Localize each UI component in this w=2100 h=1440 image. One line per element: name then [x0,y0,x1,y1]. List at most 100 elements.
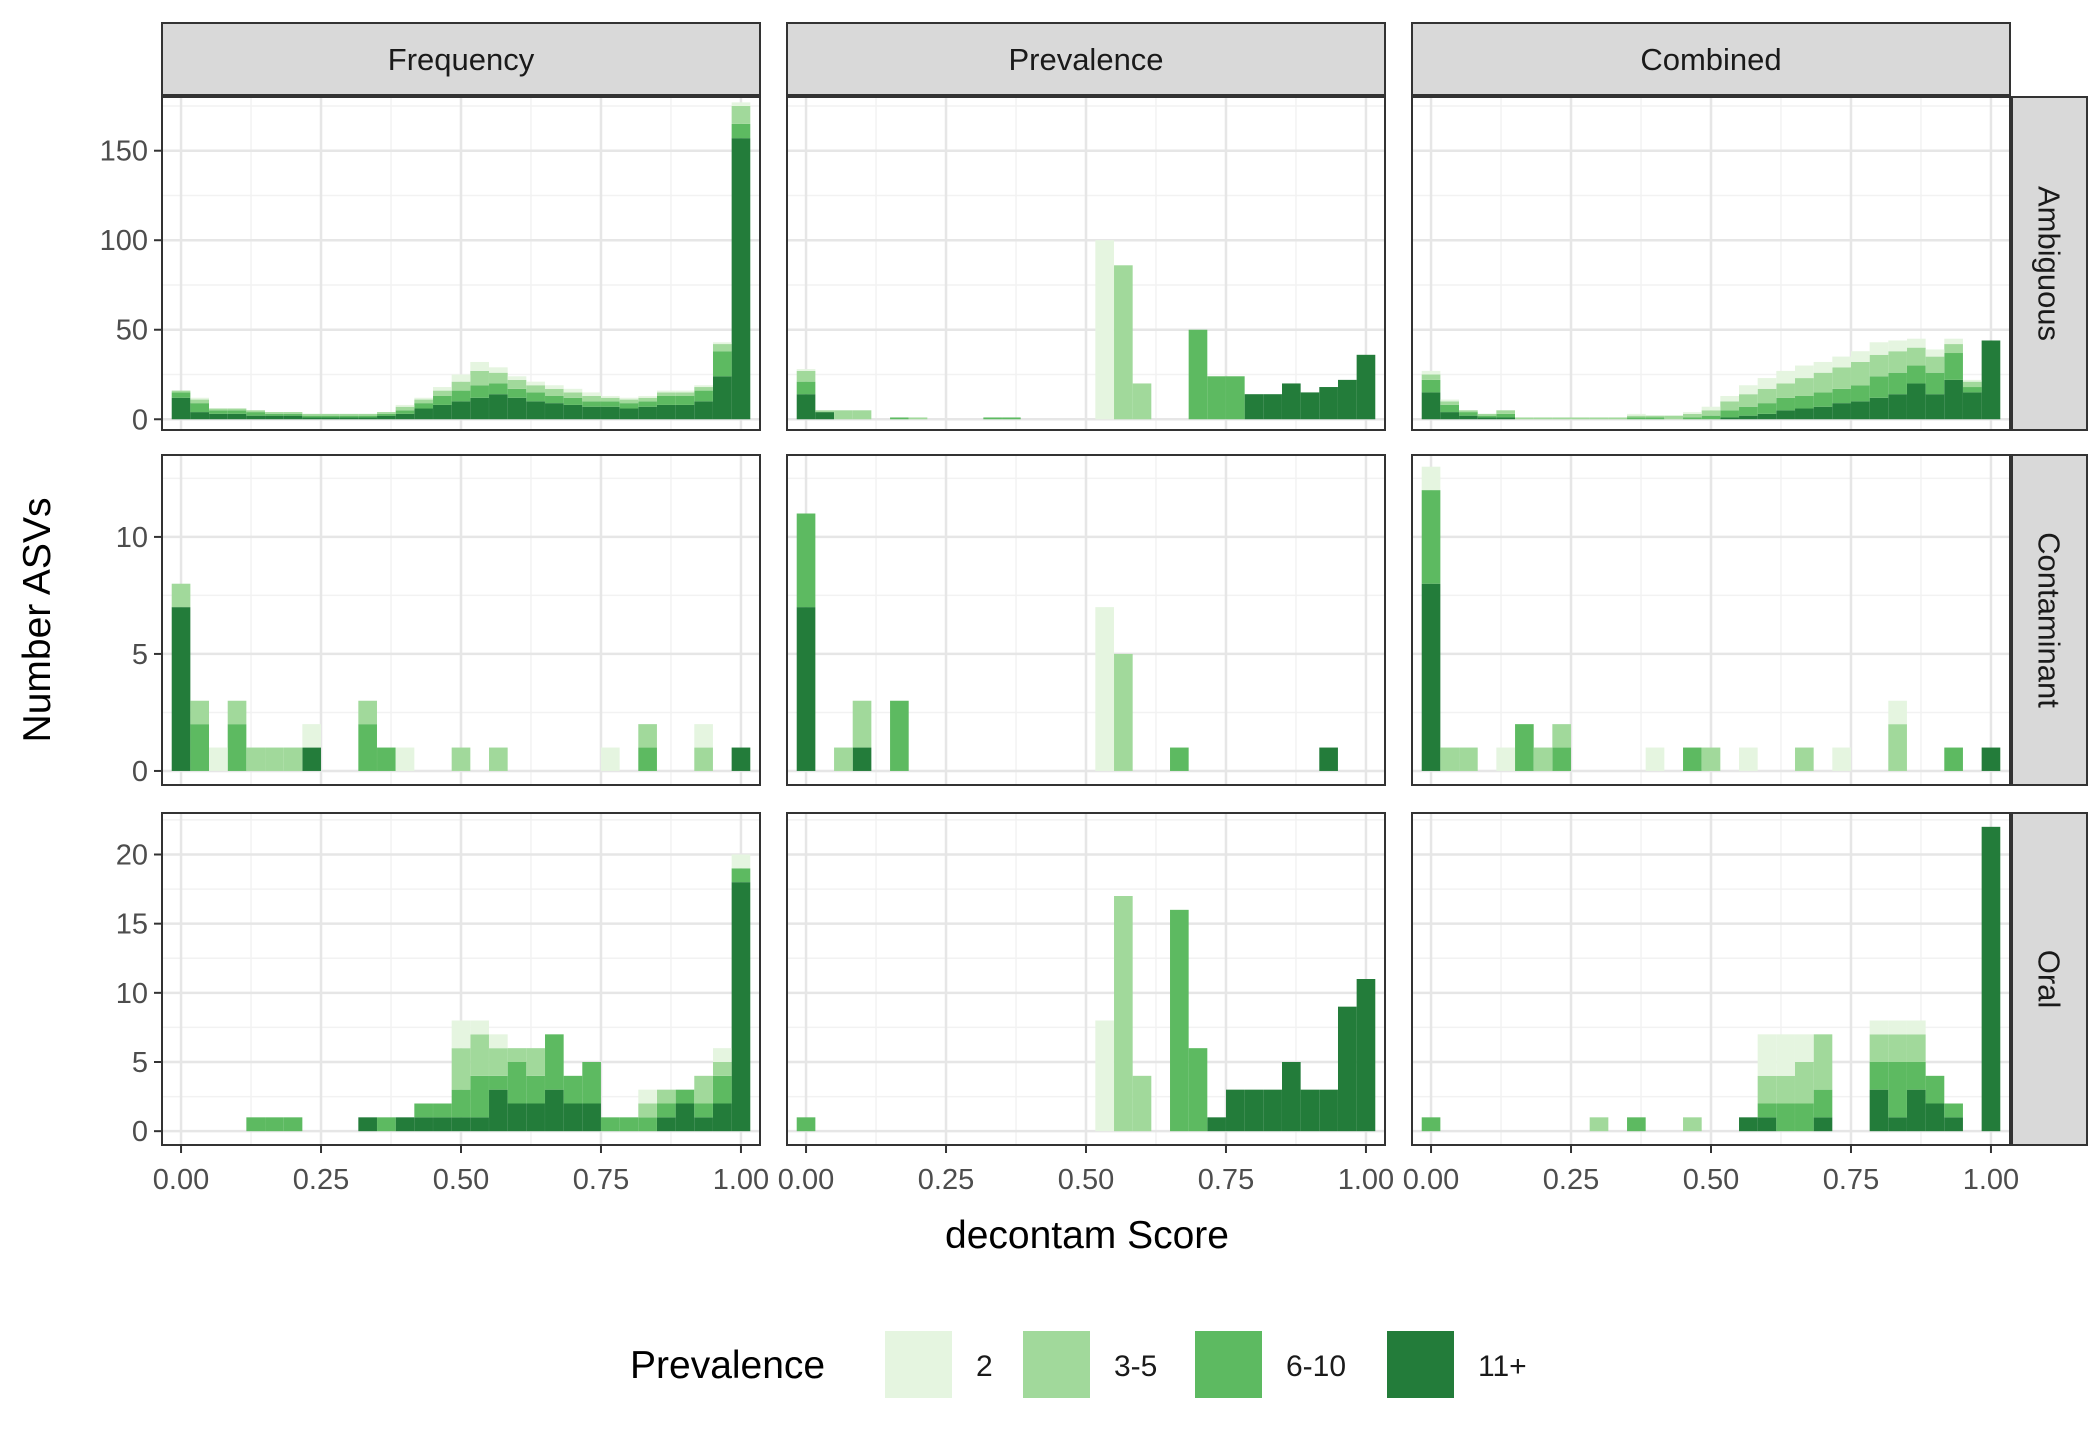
bar-segment-6-10 [1925,372,1945,395]
bar-segment-3-5 [395,406,415,411]
bar-segment-11+ [339,417,359,420]
bar-segment-2 [526,381,545,386]
bar-segment-6-10 [227,410,247,414]
bar-segment-3-5 [302,413,321,416]
bar-segment-3-5 [451,381,471,391]
bar-segment-6-10 [712,1075,732,1104]
bar-segment-11+ [526,401,545,420]
bar-segment-11+ [545,1089,564,1132]
bar-segment-3-5 [1421,374,1441,380]
bar-segment-11+ [1795,408,1814,420]
bar-segment-2 [1813,361,1833,373]
bar-segment-6-10 [358,724,377,771]
bar-segment-11+ [1776,410,1795,420]
bar-segment-11+ [358,1117,377,1132]
bar-segment-6-10 [1683,747,1702,771]
panels-layer [161,96,2011,1146]
bar-segment-2 [712,1048,732,1062]
bar-segment-11+ [1300,1089,1320,1132]
bar-segment-11+ [545,403,564,420]
bar-segment-2 [433,387,452,391]
bar-segment-6-10 [377,747,396,771]
bar-segment-3-5 [1114,896,1133,1132]
bar-segment-2 [1720,395,1739,402]
bar-segment-11+ [694,1117,713,1132]
bar-segment-3-5 [1664,415,1683,420]
bar-segment-2 [1701,406,1721,411]
bar-segment-11+ [731,882,751,1132]
bar-segment-6-10 [1188,1048,1208,1132]
bar-segment-3-5 [619,399,639,404]
bar-segment-11+ [470,397,489,420]
bar-segment-11+ [414,1117,433,1132]
bar-segment-3-5 [507,1048,527,1062]
bar-segment-3-5 [834,410,853,420]
bar-segment-6-10 [1944,353,1963,380]
bar-segment-2 [395,404,415,407]
x-tick-label: 0.75 [573,1164,629,1196]
bar-segment-3-5 [712,344,732,352]
bar-segment-6-10 [246,1117,265,1132]
bar-segment-3-5 [1496,410,1515,414]
bar-segment-3-5 [1589,417,1609,420]
bar-segment-2 [1776,370,1795,384]
bar-segment-6-10 [1477,415,1497,418]
bar-segment-6-10 [1170,747,1189,771]
bar-segment-6-10 [712,351,732,377]
bar-segment-3-5 [339,413,359,416]
bar-segment-6-10 [433,1103,452,1118]
bar-segment-3-5 [852,410,872,420]
legend-title: Prevalence [630,1344,825,1387]
strips-layer: Frequency Prevalence Combined Ambiguous Cont… [161,22,2088,1146]
bar-segment-6-10 [545,395,564,404]
bar-segment-6-10 [1188,329,1208,420]
bar-segment-3-5 [582,395,601,402]
bar-segment-3-5 [1132,1075,1152,1132]
bar-segment-6-10 [675,395,695,405]
bar-segment-6-10 [489,1075,508,1090]
bar-segment-11+ [1496,417,1515,420]
facet-strip-frequency [161,22,761,96]
bar-segment-6-10 [1757,403,1777,414]
bar-segment-6-10 [638,1117,657,1132]
bar-segment-6-10 [414,1103,433,1118]
bar-segment-2 [1757,378,1777,389]
bar-segment-3-5 [489,747,508,771]
facet-strip-label: Contaminant [2032,532,2067,708]
panel-oral-frequency [161,812,761,1146]
facet-strip-label: Prevalence [1008,42,1163,77]
bar-segment-3-5 [731,105,751,124]
bar-segment-6-10 [265,1117,284,1132]
bar-segment-6-10 [1421,490,1441,584]
bar-segment-11+ [395,413,415,420]
bar-segment-3-5 [433,390,452,396]
bar-segment-3-5 [265,747,284,771]
bar-segment-2 [1907,1020,1926,1035]
bar-segment-3-5 [545,388,564,396]
bar-segment-3-5 [190,700,210,725]
legend-key-2 [885,1331,952,1398]
bar-segment-3-5 [712,1062,732,1076]
bar-segment-11+ [1337,379,1357,420]
bar-segment-11+ [1981,340,2001,420]
bar-segment-11+ [712,376,732,420]
bar-segment-11+ [227,413,247,420]
bar-segment-11+ [302,417,321,420]
bar-segment-3-5 [358,413,377,416]
bar-segment-11+ [1832,403,1851,420]
bar-segment-2 [489,1034,508,1049]
y-tick-label: 5 [132,639,148,671]
bar-segment-3-5 [1683,413,1702,418]
bar-segment-11+ [507,1103,527,1132]
bar-segment-3-5 [815,410,835,413]
bar-segment-2 [1496,747,1515,771]
facet-strip-label: Ambiguous [2032,186,2067,341]
bar-segment-11+ [1739,1117,1758,1132]
bar-segment-2 [1739,747,1758,771]
bar-segment-3-5 [657,392,676,396]
bar-segment-3-5 [1795,1062,1814,1104]
legend-key-3-5 [1023,1331,1090,1398]
bar-segment-3-5 [834,747,853,771]
legend-label: 3-5 [1114,1350,1157,1383]
bar-segment-6-10 [1627,1117,1646,1132]
